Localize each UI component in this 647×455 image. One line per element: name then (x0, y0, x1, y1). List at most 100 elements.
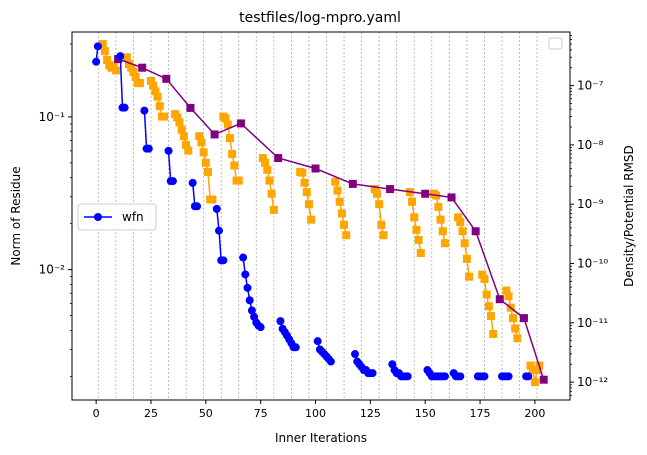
chart-title: testfiles/log-mpro.yaml (239, 10, 401, 26)
point-wfn (144, 144, 153, 153)
point-purple (495, 295, 504, 304)
point-wfn (326, 357, 335, 366)
point-wfn (212, 204, 221, 213)
point-purple (447, 193, 456, 202)
point-wfn (120, 103, 129, 112)
right-tick-label: 10⁻⁷ (577, 79, 604, 93)
x-tick-label: 75 (254, 407, 268, 420)
legend-right-empty-box (548, 37, 563, 50)
point-orange (434, 202, 443, 211)
point-orange (416, 249, 425, 258)
left-axis-ticks: 10⁻² 10⁻¹ (39, 43, 72, 377)
point-purple (539, 375, 548, 384)
point-wfn (368, 369, 377, 378)
point-orange (228, 150, 237, 159)
point-orange (223, 120, 232, 129)
point-wfn (243, 283, 252, 292)
point-orange (478, 270, 487, 279)
legend-left-box (77, 203, 157, 231)
point-orange (462, 254, 471, 263)
point-wfn (524, 372, 533, 381)
point-wfn (92, 57, 101, 66)
point-orange (127, 63, 136, 72)
point-orange (513, 334, 522, 343)
left-tick-label: 10⁻² (39, 263, 66, 277)
x-tick-label: 150 (415, 407, 436, 420)
point-orange (204, 167, 213, 176)
point-orange (146, 76, 155, 85)
point-wfn (403, 372, 412, 381)
point-orange (337, 209, 346, 218)
point-orange (98, 40, 107, 49)
point-purple (519, 314, 528, 323)
point-orange (122, 53, 131, 62)
point-purple (471, 227, 480, 236)
series-orange (98, 40, 544, 387)
point-orange (487, 312, 496, 321)
point-orange (265, 176, 274, 185)
point-orange (412, 225, 421, 234)
plot-frame (71, 31, 571, 401)
point-orange (533, 366, 542, 375)
point-orange (179, 132, 188, 141)
point-wfn (140, 106, 149, 115)
point-orange (410, 213, 419, 222)
point-orange (307, 215, 316, 224)
point-orange (482, 290, 491, 299)
point-orange (234, 176, 243, 185)
point-orange (131, 72, 140, 81)
point-orange (528, 366, 537, 375)
point-orange (480, 274, 489, 283)
point-orange (372, 189, 381, 198)
point-orange (230, 161, 239, 170)
point-orange (100, 47, 109, 56)
point-wfn (313, 337, 322, 346)
x-tick-label: 125 (360, 407, 381, 420)
point-orange (197, 138, 206, 147)
point-orange (149, 81, 158, 90)
point-orange (342, 231, 351, 240)
point-orange (208, 195, 217, 204)
series-layer (92, 40, 548, 387)
x-axis-ticks: 0 25 50 75 100 125 150 175 200 (93, 400, 545, 420)
point-orange (414, 235, 423, 244)
point-orange (160, 112, 169, 121)
legend-wfn-label: wfn (122, 210, 144, 224)
point-orange (304, 200, 313, 209)
point-orange (508, 314, 517, 323)
x-tick-label: 50 (199, 407, 213, 420)
point-wfn (245, 296, 254, 305)
point-orange (300, 178, 309, 187)
point-wfn (351, 350, 360, 359)
legend-left: wfn (77, 203, 157, 231)
point-orange (460, 239, 469, 248)
point-wfn (276, 317, 285, 326)
point-orange (440, 239, 449, 248)
point-orange (377, 220, 386, 229)
point-wfn (214, 226, 223, 235)
point-orange (530, 378, 539, 387)
right-tick-label: 10⁻¹⁰ (577, 257, 608, 271)
point-wfn (193, 202, 202, 211)
point-orange (267, 189, 276, 198)
right-tick-label: 10⁻¹² (577, 375, 608, 389)
point-wfn (247, 306, 256, 315)
point-purple (348, 179, 357, 188)
point-purple (138, 63, 147, 72)
point-purple (236, 119, 245, 128)
right-tick-label: 10⁻⁹ (577, 197, 604, 211)
point-orange (182, 140, 191, 149)
point-orange (436, 215, 445, 224)
point-orange (173, 113, 182, 122)
point-purple (386, 185, 395, 194)
point-wfn (456, 372, 465, 381)
point-orange (526, 361, 535, 370)
x-axis-label: Inner Iterations (275, 431, 367, 445)
point-wfn (256, 323, 265, 332)
point-orange (504, 292, 513, 301)
x-tick-label: 0 (93, 407, 100, 420)
point-wfn (116, 52, 125, 61)
point-orange (199, 148, 208, 157)
point-wfn (164, 146, 173, 155)
right-axis-label: Density/Potential RMSD (622, 145, 636, 287)
